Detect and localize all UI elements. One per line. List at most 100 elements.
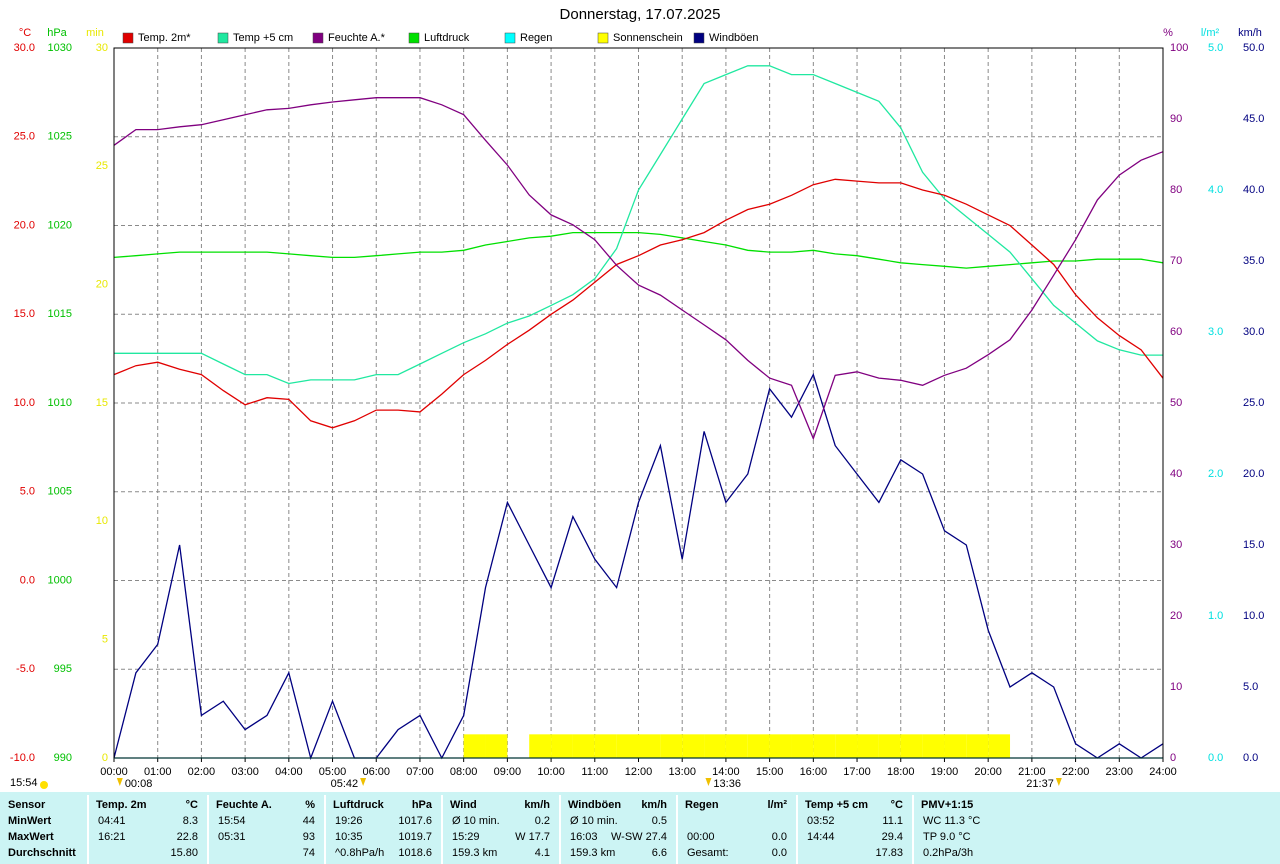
event-label: 05:42 xyxy=(331,778,359,790)
x-tick-label: 13:00 xyxy=(668,766,696,778)
event-label: 00:08 xyxy=(125,778,153,790)
chart-title: Donnerstag, 17.07.2025 xyxy=(560,6,721,23)
legend-label: Windböen xyxy=(709,32,759,44)
y-tick-label: 30 xyxy=(96,42,108,54)
cell: 03:52 xyxy=(807,815,835,827)
column-title: Feuchte A. xyxy=(216,799,272,811)
legend-label: Temp +5 cm xyxy=(233,32,293,44)
cell: ^0.8hPa/h xyxy=(335,847,384,859)
y-tick-label: 30 xyxy=(1170,539,1182,551)
y-tick-label: 35.0 xyxy=(1243,255,1264,267)
y-tick-label: 25.0 xyxy=(14,131,35,143)
sunshine-bar xyxy=(791,734,814,758)
column-unit: km/h xyxy=(641,799,667,811)
cell: 0.5 xyxy=(652,815,667,827)
x-tick-label: 06:00 xyxy=(362,766,390,778)
x-tick-label: 17:00 xyxy=(843,766,871,778)
sunshine-bar xyxy=(551,734,573,758)
sunshine-bar xyxy=(682,734,705,758)
event-label: 13:36 xyxy=(713,778,741,790)
y-tick-label: 10 xyxy=(96,515,108,527)
y-tick-label: 1025 xyxy=(48,131,72,143)
x-tick-label: 11:00 xyxy=(581,766,608,778)
y-tick-label: 995 xyxy=(54,663,72,675)
sun-icon xyxy=(40,781,48,789)
y-tick-label: 3.0 xyxy=(1208,326,1223,338)
event-label: 21:37 xyxy=(1026,778,1054,790)
sunshine-bar xyxy=(966,734,989,758)
cell: MinWert xyxy=(8,815,52,827)
y-tick-label: 1020 xyxy=(48,219,72,231)
cell: 17.83 xyxy=(875,847,903,859)
sunshine-bar xyxy=(725,734,748,758)
x-tick-label: 03:00 xyxy=(231,766,259,778)
y-tick-label: 0.0 xyxy=(1208,752,1223,764)
column-unit: °C xyxy=(186,799,198,811)
cell: 0.0 xyxy=(772,847,787,859)
y-tick-label: 30.0 xyxy=(14,42,35,54)
x-tick-label: 14:00 xyxy=(712,766,740,778)
y-tick-label: 0.0 xyxy=(20,574,35,586)
cell: 4.1 xyxy=(535,847,550,859)
y-tick-label: 90 xyxy=(1170,113,1182,125)
x-tick-label: 24:00 xyxy=(1149,766,1177,778)
cell: W-SW 27.4 xyxy=(611,831,667,843)
y-tick-label: 50 xyxy=(1170,397,1182,409)
x-tick-label: 15:00 xyxy=(756,766,784,778)
y-tick-label: 990 xyxy=(54,752,72,764)
y-tick-label: 25 xyxy=(96,160,108,172)
sunshine-bar xyxy=(747,734,770,758)
cell: 44 xyxy=(303,815,315,827)
y-tick-label: 1015 xyxy=(48,308,72,320)
y-tick-label: 15.0 xyxy=(1243,539,1264,551)
axis-unit: min xyxy=(86,27,104,39)
series-line xyxy=(113,231,1164,269)
column-unit: % xyxy=(305,799,315,811)
cell: 159.3 km xyxy=(570,847,615,859)
sunshine-bar xyxy=(813,734,836,758)
y-tick-label: 60 xyxy=(1170,326,1182,338)
series-line xyxy=(114,65,1163,385)
y-tick-label: 10.0 xyxy=(14,397,35,409)
cell: Ø 10 min. xyxy=(570,815,618,827)
y-tick-label: 15 xyxy=(96,397,108,409)
x-tick-label: 10:00 xyxy=(537,766,565,778)
legend-label: Sonnenschein xyxy=(613,32,683,44)
sunshine-bar xyxy=(922,734,945,758)
cell: 16:03 xyxy=(570,831,598,843)
x-tick-label: 07:00 xyxy=(406,766,434,778)
y-tick-label: 1.0 xyxy=(1208,610,1223,622)
y-tick-label: 40.0 xyxy=(1243,184,1264,196)
column-title: Wind xyxy=(450,799,477,811)
column-title: Sensor xyxy=(8,799,46,811)
cell: 15:54 xyxy=(218,815,246,827)
legend-swatch xyxy=(312,32,324,44)
sunshine-bar xyxy=(485,734,508,758)
cell: 29.4 xyxy=(882,831,903,843)
sunshine-bar xyxy=(900,734,923,758)
cell: 15.80 xyxy=(170,847,198,859)
cell: 1017.6 xyxy=(398,815,432,827)
sunshine-bar xyxy=(594,734,617,758)
cell: 04:41 xyxy=(98,815,126,827)
legend-swatch xyxy=(597,32,609,44)
y-tick-label: 0 xyxy=(1170,752,1176,764)
y-tick-label: 45.0 xyxy=(1243,113,1264,125)
sunshine-bar xyxy=(769,734,792,758)
y-tick-label: -10.0 xyxy=(10,752,35,764)
column-title: Luftdruck xyxy=(333,799,385,811)
cell: 05:31 xyxy=(218,831,246,843)
sunshine-bar xyxy=(944,734,967,758)
legend-label: Luftdruck xyxy=(424,32,470,44)
event-marker xyxy=(1055,778,1062,786)
y-tick-label: 25.0 xyxy=(1243,397,1264,409)
x-tick-label: 23:00 xyxy=(1106,766,1134,778)
event-marker xyxy=(360,778,367,786)
y-tick-label: 5 xyxy=(102,634,108,646)
x-tick-label: 04:00 xyxy=(275,766,303,778)
column-unit: l/m² xyxy=(767,799,787,811)
axis-unit: % xyxy=(1163,27,1173,39)
event-marker xyxy=(705,778,712,786)
cell: 11.1 xyxy=(882,815,903,827)
x-tick-label: 12:00 xyxy=(625,766,653,778)
